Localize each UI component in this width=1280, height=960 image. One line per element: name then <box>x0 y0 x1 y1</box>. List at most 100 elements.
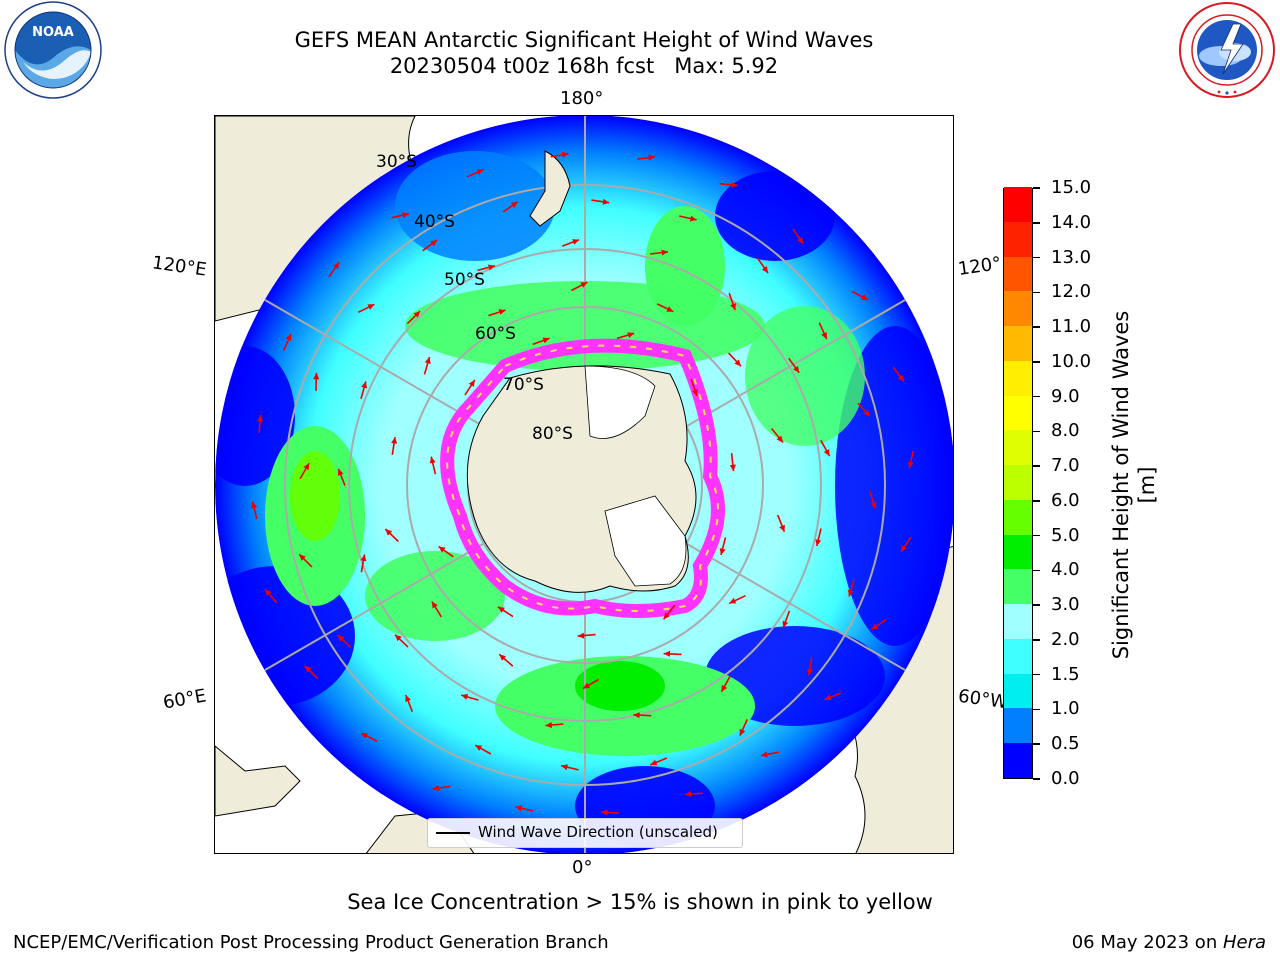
wind-wave-arrowhead <box>663 612 670 620</box>
legend-line-swatch <box>436 832 470 834</box>
wind-wave-arrowhead <box>515 805 523 812</box>
wind-wave-arrowhead <box>476 169 484 175</box>
colorbar-tick-label: 5.0 <box>1051 524 1080 546</box>
wind-wave-arrowhead <box>299 554 306 561</box>
land-new-zealand <box>529 150 571 227</box>
wind-wave-arrowhead <box>468 379 475 387</box>
colorbar-segment <box>1004 568 1032 605</box>
wind-wave-arrowhead <box>461 693 469 700</box>
wind-wave-arrowhead <box>438 546 446 553</box>
footer-branch: NCEP/EMC/Verification Post Processing Pr… <box>13 932 609 953</box>
colorbar-tick-label: 10.0 <box>1051 350 1092 372</box>
colorbar-tick <box>1033 465 1040 467</box>
lat-label-40s: 40°S <box>414 212 455 232</box>
lon-label-left-upper: 120°E <box>150 252 208 281</box>
colorbar-tick <box>1033 187 1040 189</box>
colorbar-tick <box>1033 395 1040 398</box>
colorbar-segment <box>1004 673 1032 709</box>
colorbar-tick <box>1033 222 1040 224</box>
wind-wave-arrowhead <box>821 332 827 340</box>
lon-label-right-upper: 120° <box>956 253 1003 280</box>
map-panel <box>214 115 954 854</box>
legend: Wind Wave Direction (unscaled) <box>427 818 743 848</box>
wind-wave-arrowhead <box>663 650 671 657</box>
wind-wave-arrowhead <box>385 529 393 536</box>
wind-wave-arrowhead <box>488 264 495 271</box>
wind-wave-arrowhead <box>367 304 375 310</box>
wind-wave-arrowhead <box>257 415 264 422</box>
sea-ice-note: Sea Ice Concentration > 15% is shown in … <box>347 890 933 914</box>
wind-wave-arrowhead <box>719 548 726 555</box>
wind-wave-arrowhead <box>333 262 340 270</box>
colorbar-segment <box>1004 429 1032 466</box>
colorbar-segment <box>1004 638 1032 674</box>
wind-wave-arrowhead <box>897 374 904 382</box>
colorbar-tick-label: 3.0 <box>1051 594 1080 616</box>
wind-wave-arrowhead <box>793 365 800 373</box>
colorbar-tick <box>1033 256 1040 259</box>
colorbar-segment <box>1004 464 1032 500</box>
wind-wave-arrowhead <box>870 501 877 509</box>
wind-wave-arrowhead <box>498 309 506 315</box>
colorbar-segment <box>1004 221 1032 257</box>
colorbar-tick <box>1033 778 1040 780</box>
wind-wave-arrowhead <box>475 745 483 751</box>
wind-wave-arrowhead <box>601 809 608 816</box>
colorbar-segment <box>1004 395 1032 431</box>
chart-title: GEFS MEAN Antarctic Significant Height o… <box>294 28 874 52</box>
wind-wave-arrowhead <box>729 464 736 472</box>
wind-wave-arrowhead <box>739 728 746 736</box>
colorbar-tick <box>1033 673 1040 676</box>
wind-wave-arrowhead <box>761 751 768 758</box>
colorbar-segment <box>1004 256 1032 292</box>
wind-wave-arrowhead <box>666 306 674 312</box>
wind-wave-arrowhead <box>395 634 402 642</box>
wind-wave-arrowhead <box>432 785 440 792</box>
colorbar-tick <box>1033 361 1040 363</box>
colorbar-segment <box>1004 534 1032 570</box>
colorbar-tick-label: 7.0 <box>1051 455 1080 477</box>
colorbar-tick <box>1033 534 1040 537</box>
lon-label-left-lower: 60°E <box>161 685 208 714</box>
colorbar-tick <box>1033 639 1040 641</box>
colorbar-segment <box>1004 360 1032 396</box>
wind-wave-arrowhead <box>391 437 398 444</box>
colorbar-segment <box>1004 325 1032 361</box>
wind-wave-arrowhead <box>561 151 569 158</box>
colorbar-tick <box>1033 743 1040 745</box>
colorbar-tick <box>1033 291 1040 294</box>
colorbar-segment <box>1004 708 1032 744</box>
colorbar-tick <box>1033 569 1040 572</box>
colorbar-tick-label: 14.0 <box>1051 211 1092 233</box>
chart-subtitle: 20230504 t00z 168h fcst Max: 5.92 <box>389 54 779 78</box>
colorbar-tick <box>1033 430 1040 433</box>
wind-wave-arrowhead <box>402 212 409 219</box>
legend-label: Wind Wave Direction (unscaled) <box>478 823 718 841</box>
lat-label-50s: 50°S <box>444 270 485 290</box>
wind-wave-arrowhead <box>361 381 368 389</box>
wind-wave-arrowhead <box>729 597 737 604</box>
land-africa <box>215 745 301 817</box>
colorbar-tick-label: 11.0 <box>1051 316 1092 338</box>
wind-wave-arrowhead <box>430 239 438 247</box>
lon-label-right-lower: 60°W <box>956 685 1009 714</box>
wind-wave-arrowhead <box>650 759 658 766</box>
colorbar-segment <box>1004 603 1032 639</box>
wind-wave-arrowhead <box>861 294 868 300</box>
colorbar-tick <box>1033 326 1040 328</box>
colorbar-tick-label: 1.0 <box>1051 698 1080 720</box>
wind-wave-arrowhead <box>797 236 804 244</box>
wind-wave-arrowhead <box>413 311 421 318</box>
wind-wave-arrowhead <box>429 456 436 464</box>
wind-wave-arrowhead <box>734 359 741 367</box>
wind-wave-arrowhead <box>337 468 344 476</box>
wind-wave-arrowhead <box>633 712 640 719</box>
wind-wave-arrowhead <box>761 266 768 273</box>
lat-label-30s: 30°S <box>376 152 417 172</box>
colorbar-tick <box>1033 500 1040 502</box>
wind-wave-arrowhead <box>730 181 738 188</box>
wind-wave-arrowhead <box>684 791 692 798</box>
colorbar-tick-label: 12.0 <box>1051 281 1092 303</box>
wind-wave-arrowhead <box>313 372 320 380</box>
wind-wave-arrowhead <box>776 435 783 443</box>
